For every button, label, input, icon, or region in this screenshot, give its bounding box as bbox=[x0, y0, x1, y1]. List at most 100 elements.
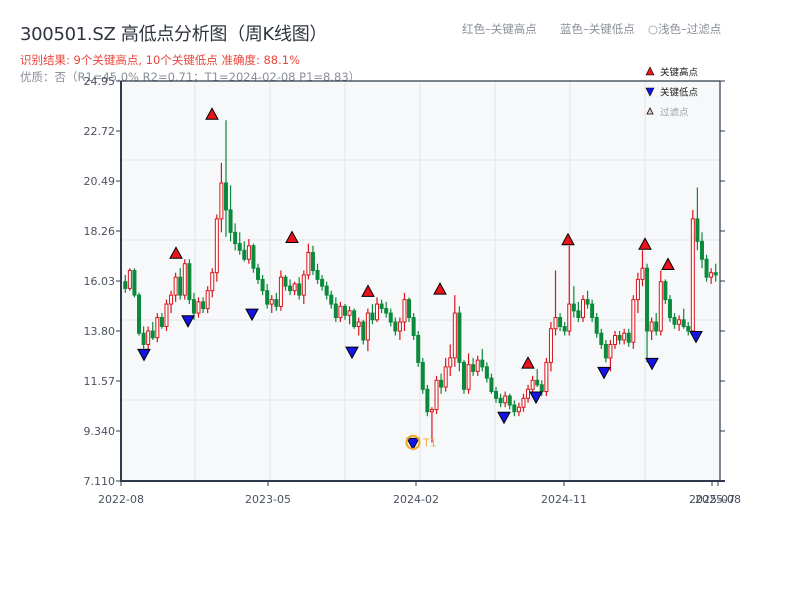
candle-up bbox=[452, 312, 457, 359]
candle-down bbox=[159, 317, 164, 328]
x-tick-label: 2025-08 bbox=[695, 493, 741, 506]
candle-down bbox=[498, 397, 503, 404]
candle-down bbox=[191, 299, 196, 314]
candle-up bbox=[631, 299, 636, 343]
candle-down bbox=[654, 321, 659, 332]
candle-up bbox=[173, 276, 178, 296]
candle-down bbox=[507, 395, 512, 406]
x-tick-label: 2023-05 bbox=[245, 493, 291, 506]
candle-up bbox=[306, 252, 311, 276]
candle-down bbox=[150, 330, 155, 339]
candle-up bbox=[292, 283, 297, 292]
axes: 24.95 22.72 20.49 18.26 16.03 13.80 11.57 9.340… bbox=[84, 75, 741, 506]
candle-up bbox=[402, 299, 407, 323]
candle-up bbox=[608, 343, 613, 359]
key-low-marker bbox=[497, 411, 511, 425]
candle-down bbox=[123, 281, 128, 289]
candle-down bbox=[672, 317, 677, 325]
candle-down bbox=[315, 269, 320, 280]
candle-up bbox=[429, 408, 434, 413]
candle-up bbox=[219, 182, 224, 220]
candle-down bbox=[663, 281, 668, 301]
candle-down bbox=[310, 252, 315, 271]
candle-down bbox=[187, 263, 192, 301]
candle-down bbox=[571, 303, 576, 312]
candle-up bbox=[709, 272, 714, 278]
candle-up bbox=[365, 312, 370, 341]
candle-down bbox=[594, 317, 599, 334]
candle-down bbox=[425, 388, 430, 413]
candle-down bbox=[274, 299, 279, 307]
key-low-marker bbox=[597, 366, 611, 380]
candle-down bbox=[379, 303, 384, 310]
candle-up bbox=[269, 299, 274, 305]
key-low-marker bbox=[689, 330, 703, 344]
candle-up bbox=[397, 321, 402, 332]
candle-up bbox=[155, 317, 160, 339]
candle-up bbox=[475, 359, 480, 372]
candle-up bbox=[347, 310, 352, 316]
candle-up bbox=[146, 330, 151, 345]
candle-up bbox=[169, 294, 174, 305]
candle-down bbox=[352, 310, 357, 328]
x-tick-label: 2022-08 bbox=[98, 493, 144, 506]
candle-up bbox=[127, 269, 132, 289]
candle-down bbox=[558, 317, 563, 328]
candle-down bbox=[223, 182, 228, 211]
key-high-marker bbox=[169, 246, 183, 259]
candle-down bbox=[562, 326, 567, 332]
key-low-marker bbox=[245, 308, 259, 322]
candle-down bbox=[512, 404, 517, 413]
candle-down bbox=[329, 294, 334, 305]
candle-up bbox=[196, 301, 201, 314]
candle-down bbox=[320, 278, 325, 287]
key-high-marker bbox=[361, 284, 375, 297]
candle-down bbox=[411, 317, 416, 336]
candle-up bbox=[210, 272, 215, 292]
candle-down bbox=[699, 240, 704, 260]
candle-down bbox=[201, 301, 206, 310]
candle-up bbox=[580, 299, 585, 319]
candle-down bbox=[393, 321, 398, 332]
candle-down bbox=[137, 294, 142, 334]
candle-up bbox=[548, 328, 553, 363]
candle-down bbox=[407, 299, 412, 319]
y-tick-label: 11.57 bbox=[84, 375, 116, 388]
candle-up bbox=[613, 334, 618, 345]
candle-down bbox=[576, 310, 581, 319]
t1-label: T1 bbox=[422, 436, 437, 449]
candle-down bbox=[420, 361, 425, 390]
candle-down bbox=[626, 332, 631, 343]
key-low-marker bbox=[181, 315, 195, 328]
candle-down bbox=[457, 312, 462, 363]
key-point-markers: T1 bbox=[137, 107, 703, 451]
candle-up bbox=[443, 366, 448, 388]
candle-up bbox=[246, 245, 251, 260]
candle-down bbox=[686, 326, 691, 332]
legend-low-icon bbox=[645, 87, 655, 97]
candle-down bbox=[233, 231, 238, 245]
key-high-marker bbox=[521, 356, 535, 369]
candle-down bbox=[484, 366, 489, 379]
candle-up bbox=[658, 281, 663, 332]
candle-up bbox=[182, 263, 187, 296]
legend-filtered-icon bbox=[646, 107, 654, 115]
key-high-marker bbox=[433, 282, 447, 295]
candle-down bbox=[384, 308, 389, 314]
candle-up bbox=[434, 379, 439, 410]
candle-down bbox=[333, 303, 338, 319]
color-note-filtered: ○浅色–过滤点 bbox=[648, 22, 722, 36]
candle-up bbox=[622, 332, 627, 341]
candle-down bbox=[141, 332, 146, 345]
candle-up bbox=[649, 321, 654, 332]
candle-up bbox=[164, 303, 169, 328]
candle-down bbox=[178, 276, 183, 296]
candle-down bbox=[242, 249, 247, 260]
result-summary: 识别结果: 9个关键高点, 10个关键低点 准确度: 88.1% bbox=[20, 53, 301, 67]
chart-title: 300501.SZ 高低点分析图（周K线图） bbox=[20, 24, 328, 45]
key-low-marker bbox=[645, 357, 659, 371]
candle-down bbox=[461, 361, 466, 390]
x-tick-label: 2025-07 bbox=[689, 493, 735, 506]
candle-down bbox=[617, 334, 622, 341]
